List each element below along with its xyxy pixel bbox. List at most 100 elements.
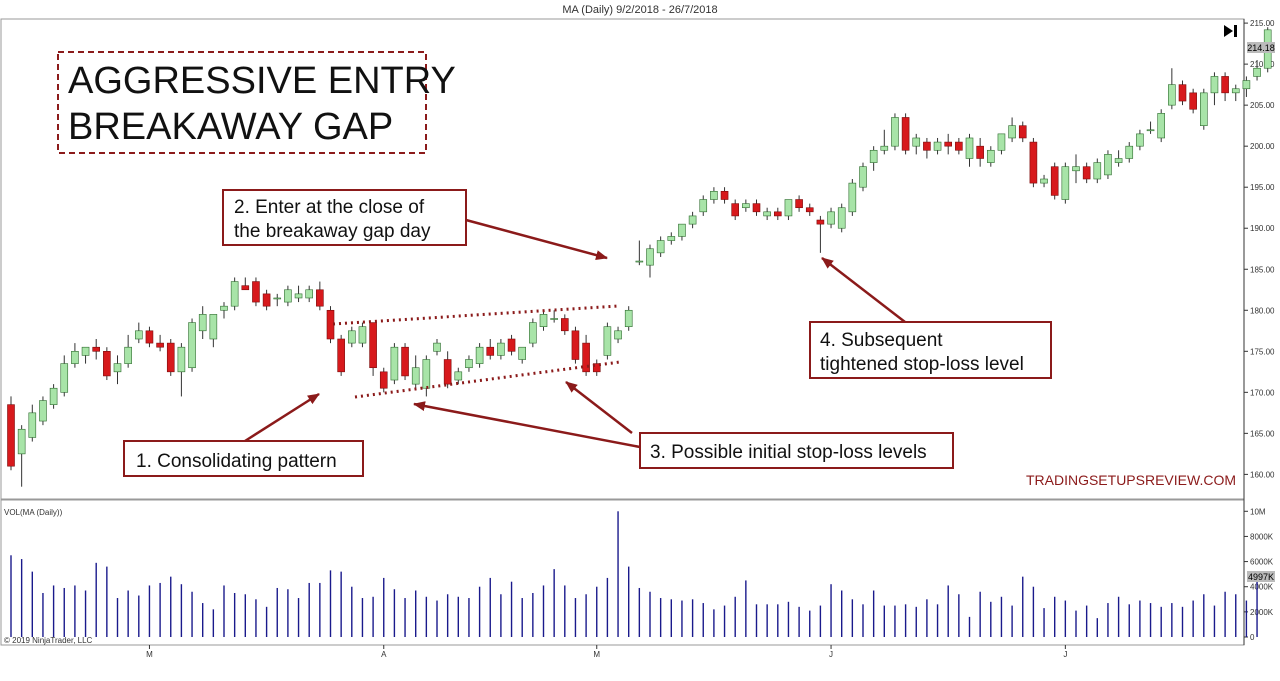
headline-line-1: AGGRESSIVE ENTRY: [68, 60, 456, 102]
candle-body-up: [539, 314, 548, 327]
candle-body-down: [369, 322, 377, 369]
candle: [550, 310, 558, 323]
volume-panel-title: VOL(MA (Daily)): [4, 508, 63, 517]
candle: [827, 207, 835, 229]
candle: [539, 310, 548, 331]
candle-body-down: [145, 330, 154, 344]
note-2-arrow: [465, 218, 608, 260]
candle: [262, 289, 271, 311]
candle-body-down: [955, 141, 963, 151]
candle-body-up: [230, 281, 239, 307]
candle: [1136, 129, 1144, 151]
candle: [1029, 137, 1038, 188]
x-tick-label: J: [829, 650, 833, 659]
price-tick-label: 210.00: [1250, 60, 1275, 69]
candle-body-up: [603, 326, 612, 356]
candle: [294, 285, 303, 303]
note-4-arrow: [821, 257, 906, 323]
candle-body-down: [560, 318, 569, 332]
candle-body-down: [805, 207, 814, 213]
candle: [859, 162, 867, 192]
candle: [1231, 84, 1240, 102]
candle-body-up: [1061, 166, 1070, 200]
price-tick-label: 175.00: [1250, 347, 1275, 356]
candle: [209, 314, 218, 348]
candle-body-up: [17, 428, 26, 455]
candle-body-up: [358, 326, 367, 344]
candle: [646, 244, 654, 278]
candle: [220, 302, 228, 319]
note-2-box: [222, 189, 467, 246]
candle-body-up: [60, 363, 69, 393]
candle-body-up: [1008, 125, 1016, 139]
candle-body-up: [678, 223, 686, 237]
candle: [145, 326, 154, 348]
candle: [305, 285, 314, 303]
candle-body-down: [166, 342, 175, 373]
candle-body-up: [1146, 129, 1155, 132]
volume-panel-frame: [0, 499, 1245, 646]
candle-body-up: [763, 211, 771, 217]
volume-tick-label: 6000K: [1250, 558, 1274, 567]
x-tick-label: M: [146, 650, 153, 659]
candle-body-up: [433, 342, 441, 352]
chart-title: MA (Daily) 9/2/2018 - 26/7/2018: [562, 4, 717, 16]
candle: [433, 339, 441, 356]
candle-body-up: [635, 260, 644, 263]
volume-tick-label: 0: [1250, 633, 1255, 642]
candle: [1061, 162, 1070, 204]
candle-body-up: [1072, 166, 1080, 172]
candle-body-down: [262, 293, 271, 307]
candle-body-down: [103, 351, 111, 377]
candle: [28, 404, 37, 442]
candle-body-up: [39, 400, 47, 422]
note-1-text: 1. Consolidating pattern: [136, 451, 337, 472]
candle-body-down: [443, 359, 452, 385]
headline-line-2: BREAKAWAY GAP: [68, 106, 393, 148]
note-2-text-line-2: the breakaway gap day: [234, 221, 431, 242]
candle-body-down: [816, 219, 825, 225]
candle: [497, 339, 505, 360]
candle-body-down: [795, 199, 803, 209]
price-tick-label: 180.00: [1250, 306, 1275, 315]
candle-body-up: [135, 330, 143, 340]
candle-body-down: [252, 281, 260, 303]
candle-body-up: [848, 182, 857, 213]
x-tick-label: A: [381, 650, 387, 659]
candle: [422, 355, 431, 397]
price-tick-label: 205.00: [1250, 101, 1275, 110]
candle: [816, 215, 825, 253]
candle: [454, 367, 463, 385]
candle: [39, 396, 47, 426]
candle: [582, 334, 590, 376]
candle-body-down: [7, 404, 15, 467]
candle-body-down: [944, 141, 953, 147]
candle: [635, 240, 644, 266]
candle-body-up: [1157, 113, 1165, 139]
candle-body-up: [837, 207, 846, 229]
candle: [923, 137, 931, 159]
candle: [1146, 121, 1155, 134]
volume-tick-label: 8000K: [1250, 532, 1274, 541]
candle: [986, 146, 995, 167]
candle-body-up: [518, 346, 527, 360]
candle: [1253, 60, 1261, 81]
last-volume-tag: [1247, 571, 1275, 582]
candle-body-up: [1253, 67, 1261, 77]
skip-to-end-icon[interactable]: [1224, 25, 1237, 37]
candle-body-up: [497, 342, 505, 356]
candle-body-up: [273, 297, 282, 300]
note-2-text-line-1: 2. Enter at the close of: [234, 197, 425, 218]
candle: [358, 322, 367, 348]
candle: [603, 322, 612, 360]
candle-body-up: [550, 318, 558, 320]
candle: [1072, 154, 1080, 184]
candle: [92, 339, 100, 360]
candle: [933, 137, 942, 155]
candle-body-up: [454, 371, 463, 381]
candle: [720, 187, 729, 204]
candle: [1104, 150, 1112, 179]
candle-body-up: [986, 149, 995, 163]
